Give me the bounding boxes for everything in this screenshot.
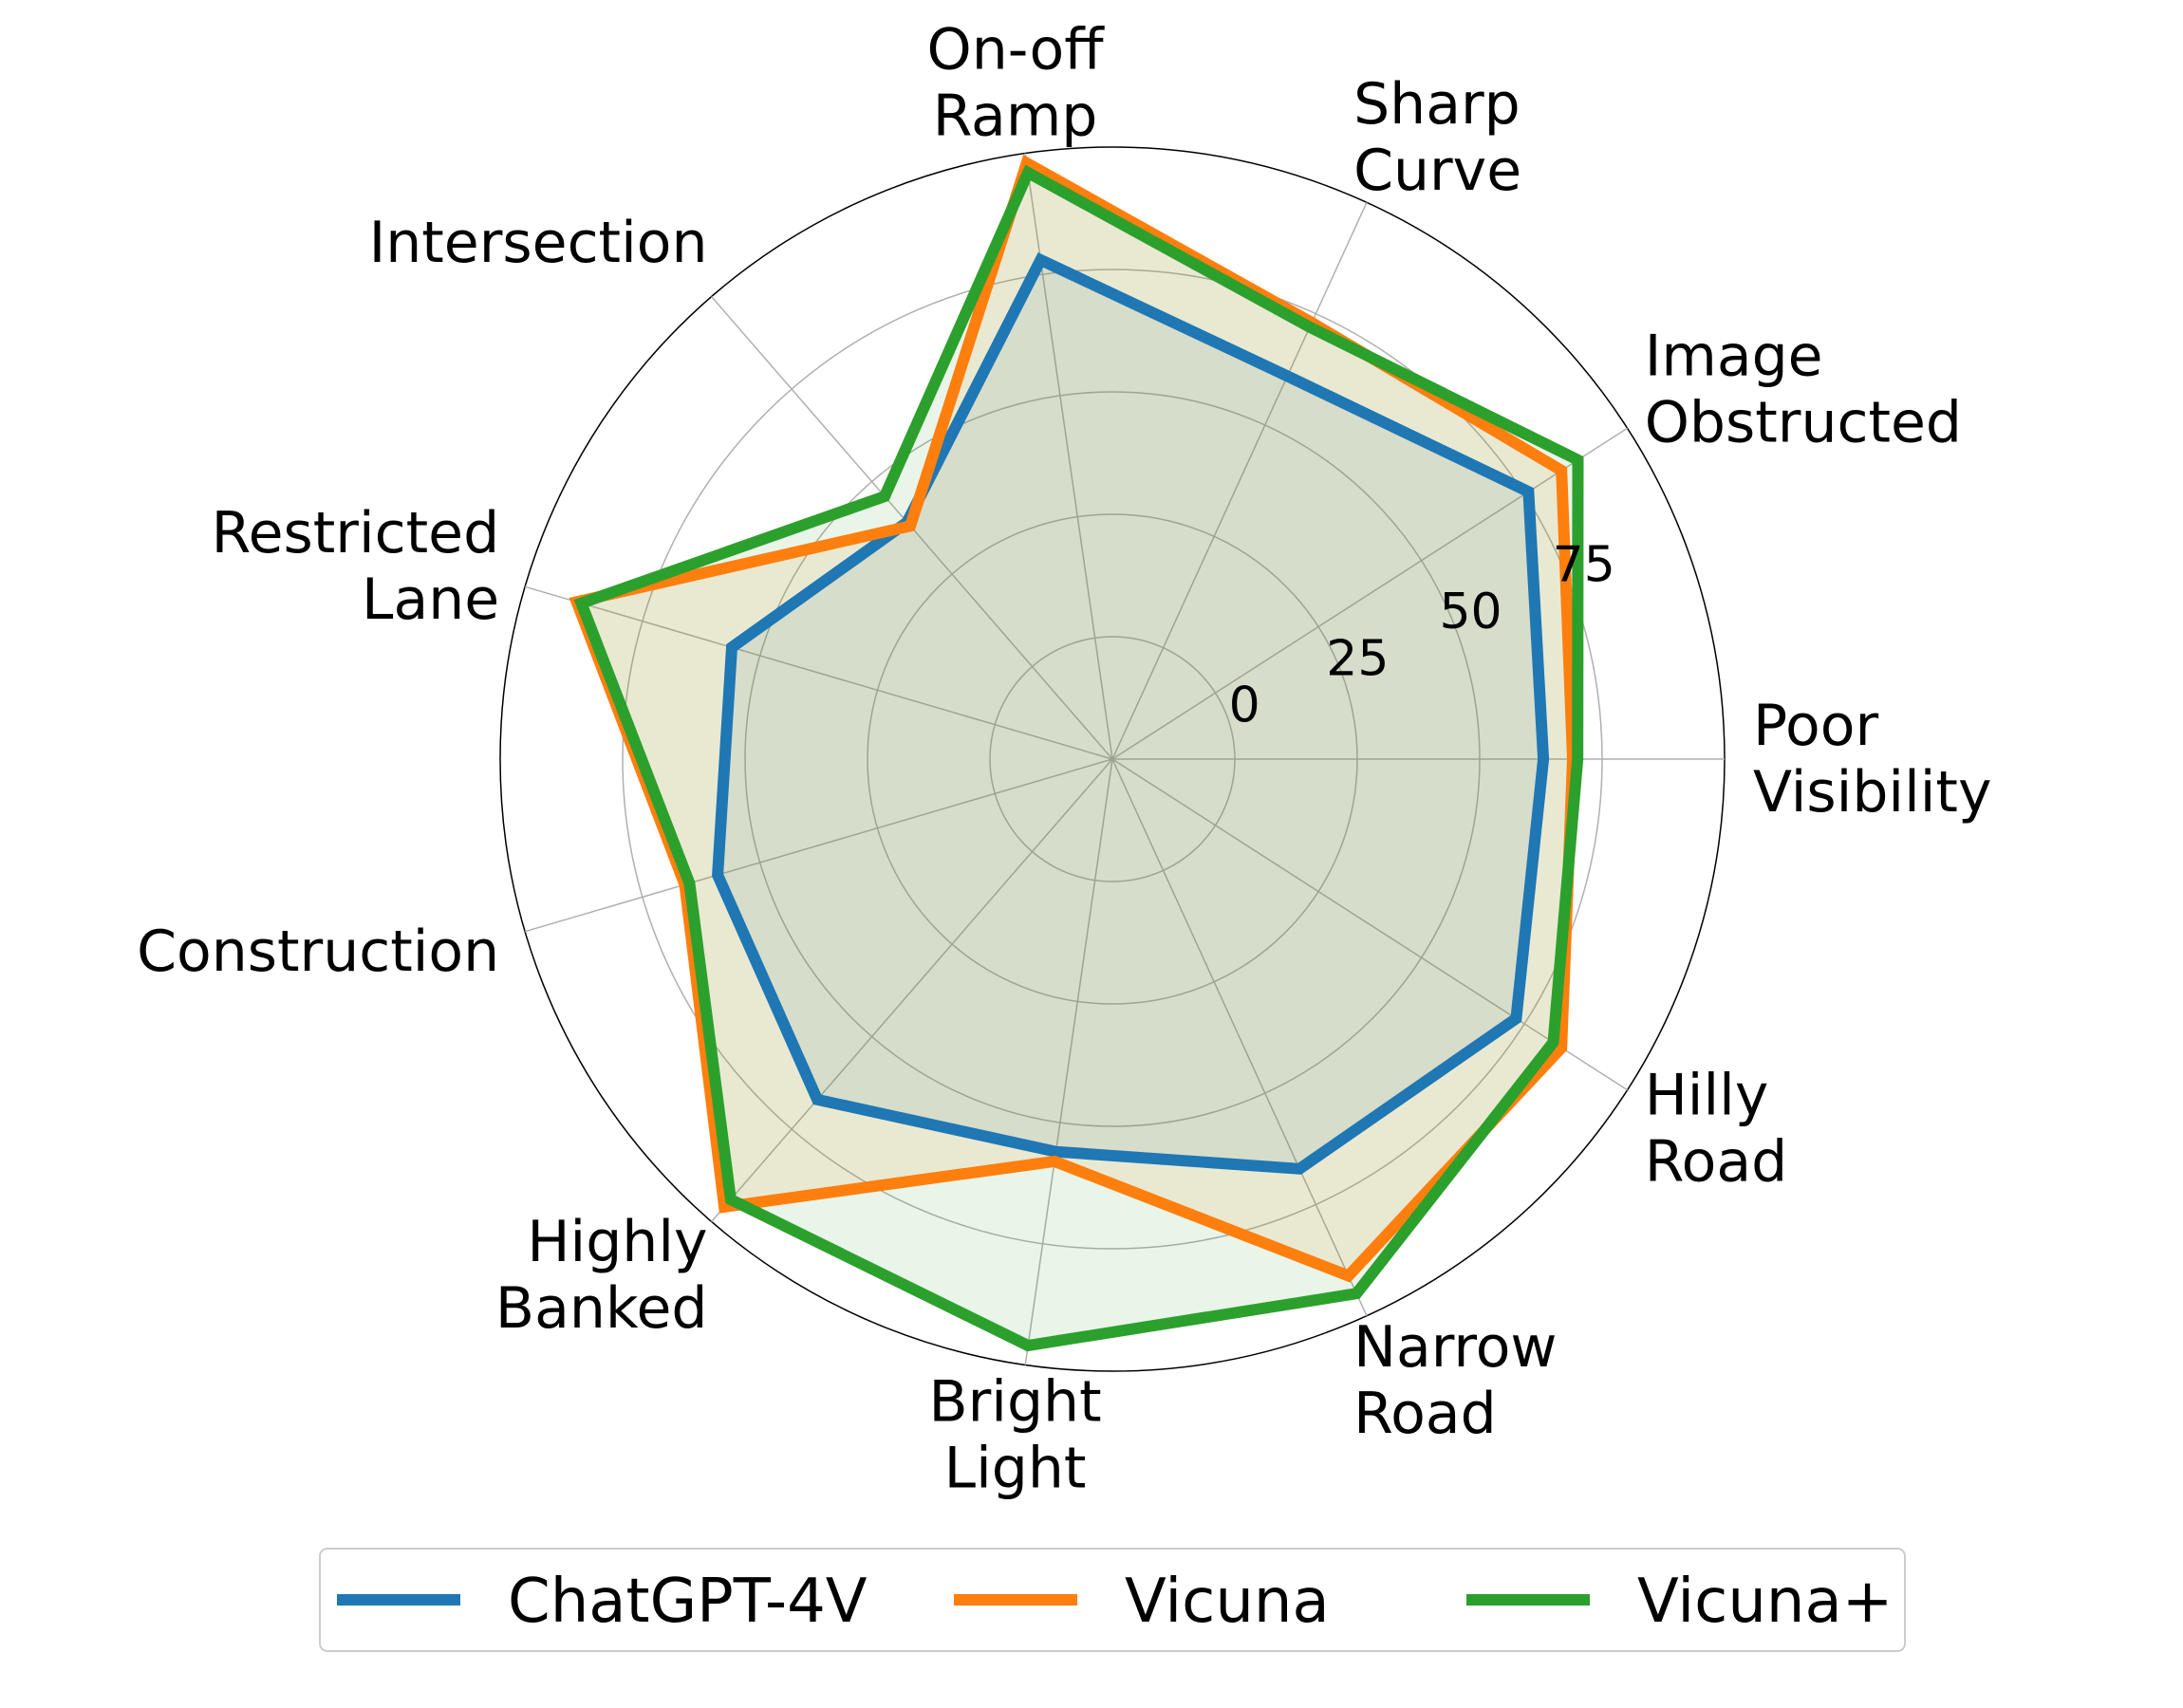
grid-spoke [1111, 427, 1629, 760]
series-fill-vicuna [576, 162, 1573, 1276]
category-label-line: Highly [527, 1209, 707, 1275]
series-fills [576, 162, 1578, 1346]
category-label-line: Bright [928, 1369, 1101, 1436]
r-tick-label: 50 [1439, 584, 1502, 640]
grid-spoke [524, 585, 1113, 760]
category-label-line: Restricted [212, 500, 500, 566]
category-label-line: Poor [1753, 693, 1878, 759]
legend-label: Vicuna+ [1637, 1567, 1893, 1637]
category-label: Intersection [369, 210, 708, 276]
grid-spoke [1111, 758, 1629, 1091]
grid-spoke [1024, 758, 1113, 1365]
category-label-line: On-off [926, 16, 1105, 83]
radial-tick-labels: 0 25 50 75 [1229, 537, 1615, 734]
category-label-line: Hilly [1645, 1062, 1769, 1128]
legend-label: ChatGPT-4V [508, 1567, 868, 1637]
grid-spoke [711, 758, 1113, 1222]
grid-spoke [1111, 758, 1368, 1317]
r-tick-label: 25 [1326, 630, 1389, 687]
category-label-line: Light [944, 1436, 1087, 1502]
grid-spoke [1111, 201, 1368, 760]
grid-spoke [524, 758, 1113, 933]
r-tick-label: 0 [1229, 678, 1260, 734]
series-fill-chatgpt-4v [718, 259, 1544, 1169]
series-line-chatgpt-4v [712, 251, 1550, 1175]
category-label-line: Obstructed [1645, 390, 1962, 456]
category-label-line: Lane [362, 566, 499, 633]
category-label-line: Narrow [1353, 1314, 1557, 1381]
category-label-line: Visibility [1753, 759, 1991, 826]
category-label-line: Image [1645, 324, 1823, 390]
category-label-line: Curve [1353, 138, 1521, 204]
legend-box [319, 1548, 1906, 1652]
legend: ChatGPT-4V Vicuna Vicuna+ [319, 1548, 1906, 1652]
r-tick-label: 75 [1553, 537, 1615, 594]
category-label-line: Sharp [1353, 71, 1521, 138]
category-label-line: Construction [137, 919, 499, 985]
category-label: Construction [137, 919, 499, 985]
category-label-line: Ramp [933, 83, 1098, 149]
series-lines [569, 154, 1584, 1352]
series-fill-vicuna- [581, 173, 1578, 1346]
category-label-line: Road [1645, 1128, 1788, 1195]
category-label-line: Road [1353, 1381, 1497, 1447]
legend-label: Vicuna [1125, 1567, 1330, 1637]
category-label-line: Intersection [369, 210, 708, 276]
series-line-vicuna- [573, 164, 1584, 1352]
category-label-line: Banked [495, 1275, 708, 1342]
